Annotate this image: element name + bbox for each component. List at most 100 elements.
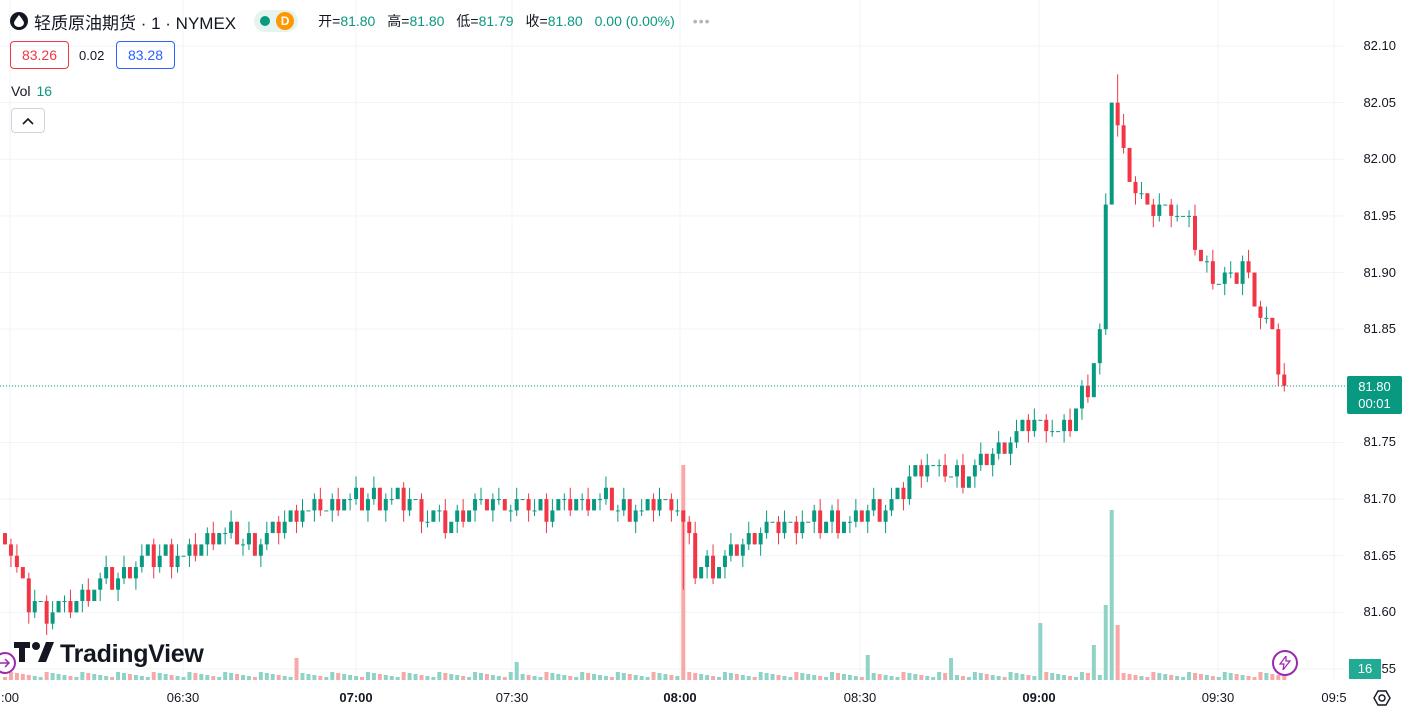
candle-body [68,601,73,613]
candle-body [1038,419,1043,421]
candle-body [116,578,121,590]
volume-bar [717,677,721,680]
volume-bar [1270,674,1275,680]
low-value: 81.79 [478,13,514,29]
volume-bar [342,674,347,680]
candle-body [859,510,864,522]
volume-bar [74,677,79,680]
candle-body [1079,385,1084,409]
volume-bar [336,673,341,680]
volume-bar [538,677,543,680]
volume-bar [746,676,751,680]
volume-bar [615,672,620,680]
candle-body [252,533,257,556]
candle-body [1074,408,1078,432]
open-value: 81.80 [340,13,376,29]
candle-body [342,499,347,511]
volume-bar [919,675,924,680]
candle-body [639,510,644,512]
candle-body [20,567,25,579]
candle-body [169,544,174,568]
candle-body [151,544,156,568]
candle-body [1050,431,1055,433]
candle-body [306,510,311,512]
candle-body [1270,317,1275,330]
volume-bar [246,676,251,680]
volume-axis-badge: 16 [1349,659,1381,679]
candle-body [389,499,394,501]
candle-body [401,487,406,511]
bid-price-button[interactable]: 83.26 [10,41,69,69]
candle-body [1240,261,1245,284]
volume-bar [764,673,769,680]
volume-bar [56,674,61,680]
scroll-left-icon[interactable] [0,652,16,674]
time-tick-label: 06:30 [166,690,200,705]
volume-bar [490,675,495,680]
candle-body [978,453,983,466]
candle-body [663,499,668,501]
volume-bar [1210,676,1215,680]
volume-bar [1109,510,1114,680]
candle-body [931,465,936,467]
candle-body [193,544,198,556]
volume-bar [734,674,739,680]
candle-body [431,510,436,522]
candle-body [26,578,31,613]
chart-grid [0,0,1345,680]
volume-bar [901,672,906,680]
volume-bar [1282,676,1287,680]
volume-bar [496,676,501,680]
candle-body [360,487,364,511]
candle-body [44,601,49,624]
volume-bar [1026,675,1031,680]
time-tick-label: 08:30 [843,690,877,705]
volume-bar [1187,672,1192,680]
candle-body [479,499,483,501]
candle-body [615,510,620,512]
collapse-legend-button[interactable] [11,108,45,133]
market-status-badge[interactable]: D [254,10,299,32]
volume-bar [931,677,936,680]
volume-bar [324,677,329,680]
volume-bar [354,676,359,680]
candle-body [92,589,97,602]
ask-price-button[interactable]: 83.28 [116,41,175,69]
volume-bar [526,675,531,680]
candle-body [223,533,228,535]
more-icon[interactable]: ••• [692,13,711,29]
candle-body [484,499,489,511]
volume-bar [241,675,245,680]
flash-icon[interactable] [1272,650,1298,676]
candle-body [633,510,638,522]
candle-body [264,533,269,545]
volume-bar [1032,676,1037,680]
volume-bar [722,672,727,680]
candle-body [1276,329,1281,375]
tradingview-logo[interactable]: TradingView [14,640,204,669]
volume-bar [824,677,829,680]
volume-bar [865,655,870,680]
candle-body [788,521,793,523]
volume-bar [639,676,644,680]
candle-body [722,555,727,568]
volume-bar [8,672,13,680]
volume-bar [1181,677,1186,680]
volume-bar [205,675,210,680]
ohlc-values: 开=81.80 高=81.80 低=81.79 收=81.80 0.00 (0.… [318,11,683,31]
candle-body [609,487,614,511]
candle-body [711,555,716,579]
symbol-title[interactable]: 轻质原油期货 · 1 · NYMEX [34,13,237,33]
candle-body [1032,419,1037,432]
candle-body [538,499,543,511]
bar-countdown: 00:01 [1358,396,1391,411]
volume-bar [145,677,150,680]
volume-legend: Vol 16 [11,83,52,99]
volume-bar [288,677,293,680]
volume-bar [413,674,418,680]
volume-bar [127,674,132,680]
volume-bar [1139,676,1144,680]
settings-icon[interactable] [1372,688,1392,708]
volume-bar [14,673,19,680]
